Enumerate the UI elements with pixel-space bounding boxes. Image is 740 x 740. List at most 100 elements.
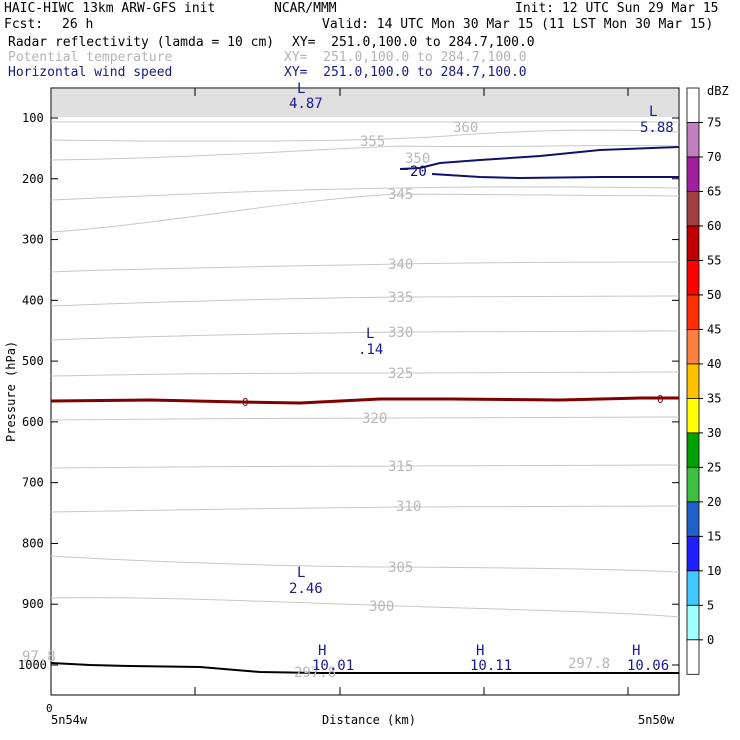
- colorbar-label: 15: [707, 529, 721, 543]
- extrema-labels: L 4.87 L 5.88 L .14 L 2.46 H 10.01 H 10.…: [289, 81, 674, 674]
- theta-label: 350: [405, 151, 430, 167]
- colorbar-label: 75: [707, 115, 721, 129]
- field-reflectivity-xy: XY= 251.0,100.0 to 284.7,100.0: [292, 35, 535, 50]
- colorbar-label: 45: [707, 322, 721, 336]
- wind-speed-contours: [399, 146, 680, 180]
- theta-labels: 360 355 350 345 340 335 330 325 320 315 …: [22, 120, 610, 681]
- x-end-label: 5n50w: [638, 713, 675, 727]
- colorbar-swatch: [686, 225, 700, 261]
- theta-label: 315: [388, 459, 413, 475]
- freezing-level-contour: [50, 396, 679, 405]
- colorbar-swatch: [686, 260, 700, 296]
- extremum-value: 10.11: [470, 658, 512, 674]
- extremum-value: 4.87: [289, 96, 323, 112]
- colorbar-swatch: [686, 156, 700, 192]
- theta-label: 330: [388, 325, 413, 341]
- colorbar-label: 30: [707, 426, 721, 440]
- freezing-level-label: 0: [657, 393, 664, 406]
- theta-contours: [50, 121, 680, 618]
- colorbar-swatch: [686, 501, 700, 537]
- theta-contour-line: [50, 597, 680, 618]
- theta-label: 325: [388, 366, 413, 382]
- colorbar-unit: dBZ: [707, 84, 729, 98]
- freezing-level-label: 0: [242, 396, 249, 409]
- x-start-label: 5n54w: [51, 713, 88, 727]
- theta-contour-line: [50, 555, 680, 573]
- wind-contour-label: 20: [410, 164, 427, 180]
- x-axis: [50, 88, 629, 695]
- upper-theta-contours: [52, 89, 678, 117]
- extremum-value: .14: [358, 342, 383, 358]
- y-tick-label: 900: [22, 597, 44, 611]
- extremum-type: L: [297, 565, 305, 581]
- colorbar-swatch: [686, 329, 700, 365]
- theta-contour-line: [50, 505, 680, 513]
- surface-label: 297.8: [294, 665, 336, 681]
- field-theta-xy: XY= 251.0,100.0 to 284.7,100.0: [284, 50, 527, 65]
- y-tick-label: 700: [22, 476, 44, 490]
- colorbar-swatch: [686, 466, 700, 503]
- colorbar-swatch: [686, 363, 700, 399]
- y-tick-label: 100: [22, 111, 44, 125]
- colorbar-label: 50: [707, 288, 721, 302]
- y-axis-title: Pressure (hPa): [4, 341, 18, 442]
- colorbar-swatch: [686, 639, 700, 675]
- theta-label: 345: [388, 187, 413, 203]
- extremum-value: 10.06: [627, 658, 669, 674]
- colorbar-label: 65: [707, 184, 721, 198]
- colorbar-label: 60: [707, 219, 721, 233]
- colorbar-swatch: [686, 122, 700, 158]
- init-time: Init: 12 UTC Sun 29 Mar 15: [515, 1, 719, 16]
- y-tick-label: 300: [22, 233, 44, 247]
- colorbar-label: 20: [707, 495, 721, 509]
- terrain-line: [50, 662, 679, 674]
- theta-contour-line: [50, 261, 680, 273]
- theta-contour-line: [50, 295, 680, 307]
- extremum-value: 5.88: [640, 120, 674, 136]
- wind-contour-line: [399, 146, 680, 170]
- colorbar-swatch: [686, 397, 700, 434]
- surface-label: 97.8: [22, 649, 56, 665]
- colorbar-label: 10: [707, 564, 721, 578]
- colorbar-label: 0: [707, 633, 714, 647]
- valid-time: Valid: 14 UTC Mon 30 Mar 15 (11 LST Mon …: [322, 17, 714, 32]
- theta-contour-line: [50, 416, 680, 421]
- colorbar-label: 55: [707, 253, 721, 267]
- y-tick-label: 400: [22, 293, 44, 307]
- theta-label: 355: [360, 134, 385, 150]
- field-reflectivity-name: Radar reflectivity (lamda = 10 cm): [8, 35, 275, 50]
- colorbar-swatch: [686, 604, 700, 641]
- x-axis-title: Distance (km): [322, 713, 416, 727]
- theta-contour-line: [50, 330, 680, 341]
- y-tick-label: 800: [22, 536, 44, 550]
- theta-contour-line: [50, 193, 680, 233]
- y-tick-label: 500: [22, 354, 44, 368]
- theta-contour-line: [50, 144, 680, 161]
- x-zero-label: 0: [46, 702, 53, 715]
- field-wind-xy: XY= 251.0,100.0 to 284.7,100.0: [284, 65, 527, 80]
- colorbar-label: 25: [707, 460, 721, 474]
- theta-label: 335: [388, 290, 413, 306]
- extremum-value: 10.01: [312, 658, 354, 674]
- y-tick-label: 200: [22, 172, 44, 186]
- colorbar-label: 35: [707, 391, 721, 405]
- theta-label: 340: [388, 257, 413, 273]
- theta-label: 310: [396, 499, 421, 515]
- colorbar-swatch: [686, 535, 700, 572]
- fcst-label: Fcst:: [4, 17, 44, 32]
- field-wind-name: Horizontal wind speed: [8, 65, 173, 80]
- theta-contour-line: [50, 129, 680, 142]
- extremum-type: L: [366, 326, 374, 342]
- fcst-value: 26 h: [62, 17, 94, 32]
- colorbar-swatch: [686, 87, 700, 123]
- extremum-type: L: [649, 104, 657, 120]
- extremum-type: H: [632, 643, 640, 659]
- extremum-type: L: [297, 81, 305, 97]
- extremum-value: 2.46: [289, 581, 323, 597]
- colorbar-swatch: [686, 294, 700, 330]
- colorbar-label: 70: [707, 150, 721, 164]
- theta-contour-line: [50, 371, 680, 377]
